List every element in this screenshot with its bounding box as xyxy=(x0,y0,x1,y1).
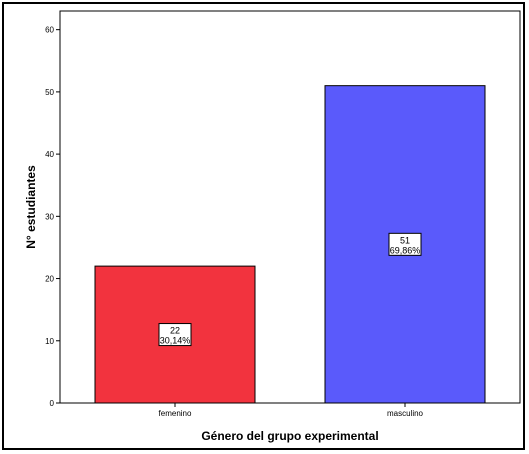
y-tick-label: 50 xyxy=(45,88,54,97)
data-label-percent: 30,14% xyxy=(160,336,191,346)
y-tick-label: 30 xyxy=(45,212,54,221)
y-tick-label: 0 xyxy=(50,399,55,408)
y-tick-label: 40 xyxy=(45,150,54,159)
y-axis-title: N° estudiantes xyxy=(24,165,38,249)
y-tick-label: 20 xyxy=(45,275,54,284)
y-tick-label: 10 xyxy=(45,337,54,346)
x-tick-label: femenino xyxy=(159,409,192,418)
y-axis-ticks: 0 10 20 30 40 50 60 xyxy=(45,26,60,408)
y-tick-label: 60 xyxy=(45,26,54,35)
data-label-count: 51 xyxy=(400,235,410,245)
data-label-count: 22 xyxy=(170,326,180,336)
data-label-percent: 69,86% xyxy=(390,245,421,255)
x-tick-label: masculino xyxy=(387,409,424,418)
x-axis-ticks: femenino masculino xyxy=(159,403,424,418)
x-axis-title: Género del grupo experimental xyxy=(201,429,378,443)
